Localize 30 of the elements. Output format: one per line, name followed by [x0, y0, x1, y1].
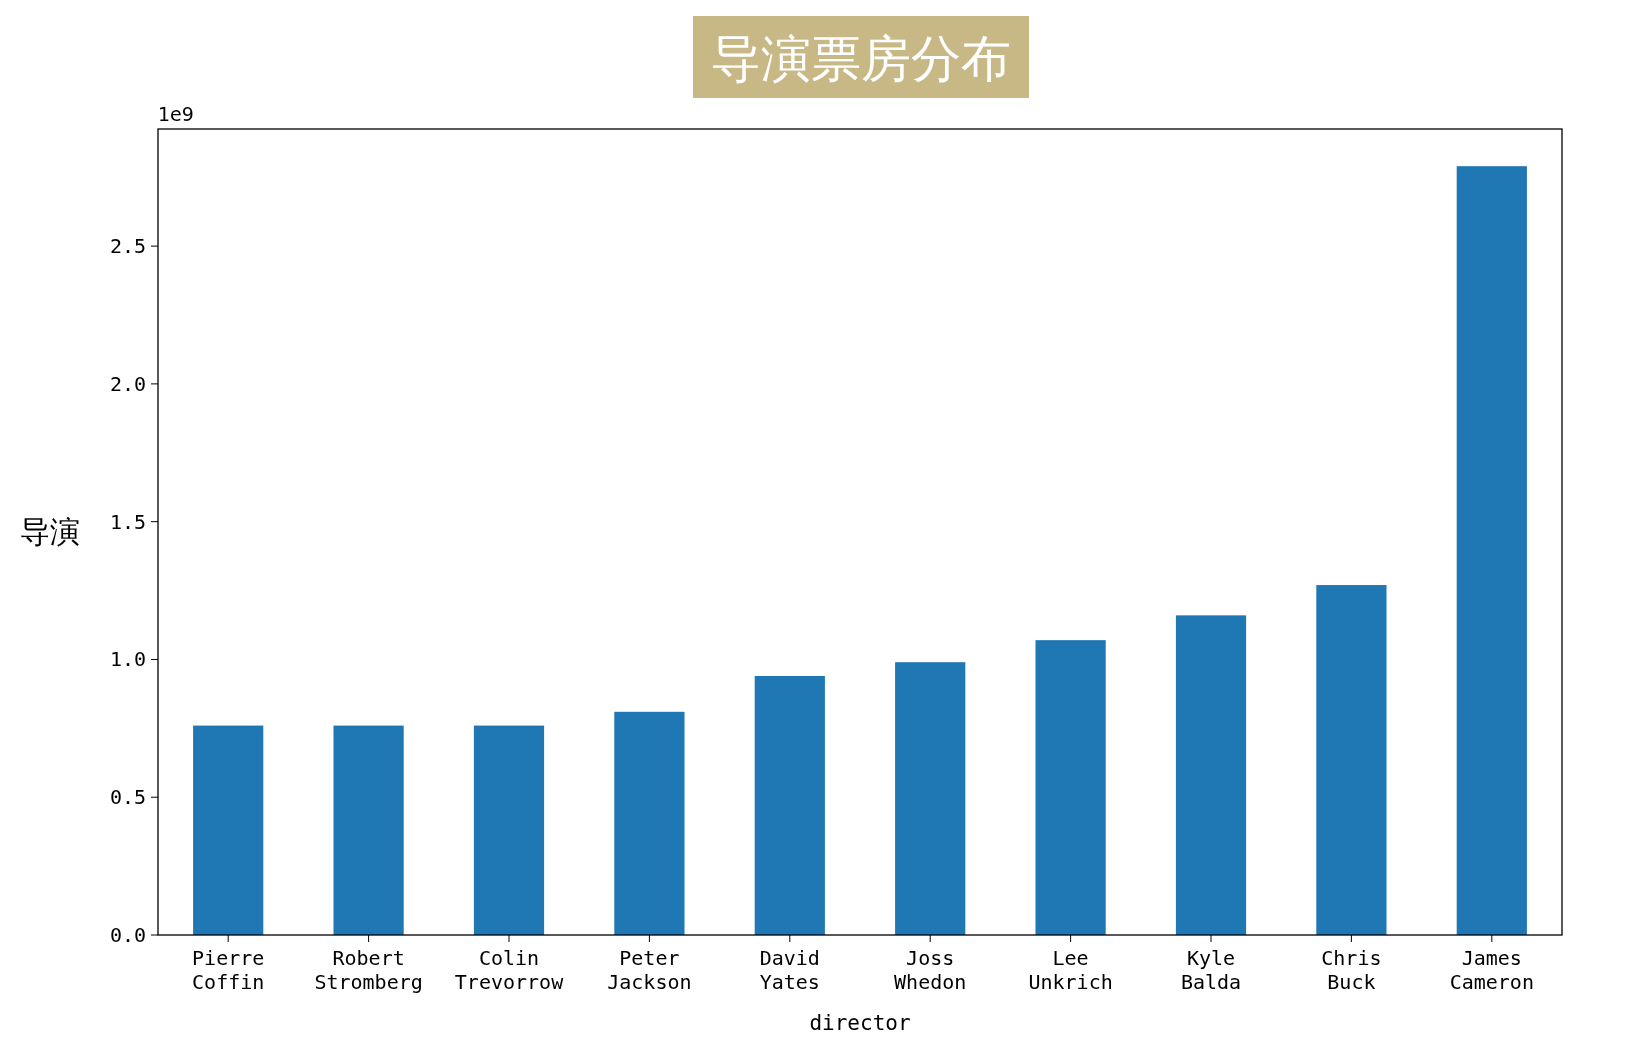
- y-tick-label: 1.0: [109, 647, 146, 672]
- x-tick-label: Joss Whedon: [894, 946, 967, 994]
- y-tick-label: 2.0: [109, 371, 146, 396]
- bar: [895, 662, 966, 935]
- bar: [333, 725, 404, 935]
- x-tick-label: Robert Stromberg: [314, 946, 423, 994]
- bar: [1035, 640, 1106, 935]
- bar: [1456, 166, 1527, 935]
- bar: [1316, 585, 1387, 935]
- x-tick-label: Chris Buck: [1321, 946, 1382, 994]
- x-axis-title: director: [809, 1011, 911, 1035]
- x-tick-label: David Yates: [759, 946, 820, 994]
- bar: [614, 711, 685, 935]
- y-tick-label: 1.5: [109, 509, 146, 534]
- bar: [754, 675, 825, 935]
- x-tick-label: Colin Trevorrow: [454, 946, 565, 994]
- x-tick-label: Pierre Coffin: [192, 946, 265, 994]
- y-tick-label: 2.5: [109, 234, 146, 259]
- text: 1e9: [158, 103, 194, 125]
- x-tick-label: Lee Unkrich: [1028, 946, 1113, 994]
- x-tick-label: James Cameron: [1449, 946, 1534, 994]
- bar: [1175, 615, 1247, 935]
- chart-title: 导演票房分布: [711, 30, 1011, 88]
- y-tick-label: 0.0: [109, 923, 146, 947]
- x-tick-label: Peter Jackson: [607, 946, 692, 994]
- bar: [473, 725, 545, 935]
- x-tick-label: Kyle Balda: [1180, 946, 1242, 994]
- y-axis-title: 导演: [20, 514, 80, 549]
- y-tick-label: 0.5: [109, 785, 146, 810]
- bar: [193, 725, 264, 935]
